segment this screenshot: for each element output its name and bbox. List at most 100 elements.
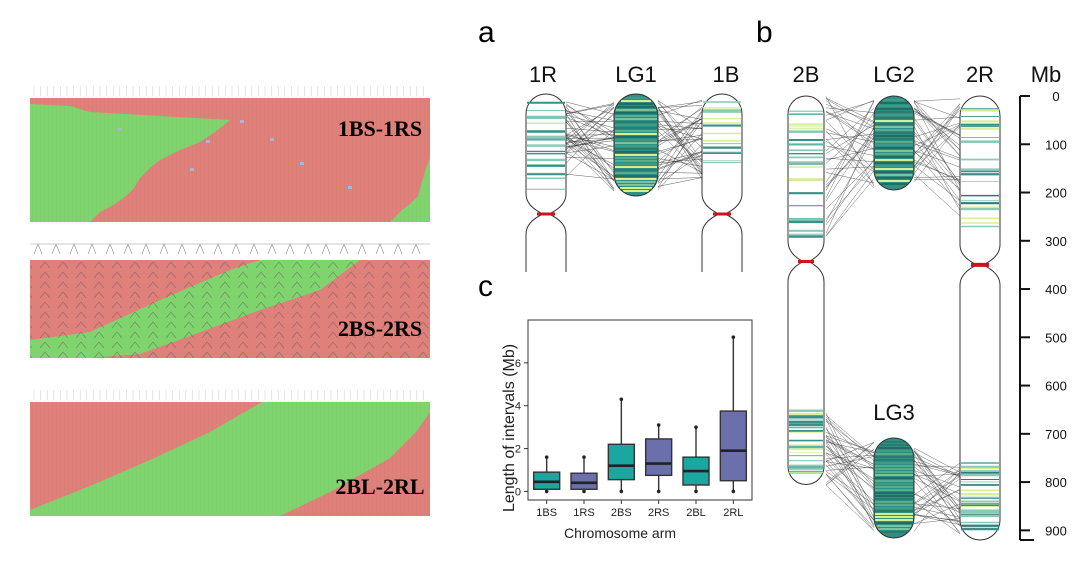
panel-a-link [657,108,703,138]
panel-b-link [825,111,875,144]
panel-b-link [913,173,961,217]
mb-axis-tick-label: 100 [1045,137,1067,152]
panel-b-link [913,473,961,495]
panel-1-dot [348,186,352,189]
boxplot-box [570,472,598,490]
panel-a-link [657,128,703,130]
panel-1-dot [300,162,304,165]
chrom-1R [525,93,567,272]
panel-b-link [825,134,875,188]
boxplot-whisker-cap [694,425,698,429]
panel-b-link [825,440,875,467]
panel-b-link [913,111,961,136]
panel-a-link [657,172,703,174]
chrom-label-LG3: LG3 [873,400,915,425]
panel-b-link [913,99,961,151]
panel-b-link [913,456,961,478]
panel-b-link [825,474,875,510]
panel-a-link [657,154,703,184]
panel-b-link [913,165,961,201]
boxplot-whisker-cap [731,489,736,494]
boxplot-whisker-cap [582,489,586,494]
panel-b-link [825,442,875,462]
boxplot-whisker-cap [656,489,661,494]
panel-a-link [657,125,703,140]
mb-axis-tick-label: 300 [1045,234,1067,249]
panel-b-link [913,452,961,477]
panel-b-link [825,170,875,236]
panel-b-link [825,132,875,142]
panel-2-header-tick [393,243,403,255]
left-panel-3-label: 2BL-2RL [335,474,424,499]
panel-b-link [913,450,961,520]
panel-b-link [825,456,875,467]
panel-2-header-tick [123,243,133,255]
panel3-fill [30,390,430,516]
panel-a-link [565,136,615,181]
panel-b-link [825,452,875,489]
panel-a-link [565,139,615,165]
panel-b-link [825,440,875,521]
panel-b-link [825,110,875,141]
boxplot-xtick-label: 1BS [536,507,557,519]
panel-b-link [913,107,961,175]
panel-b-link [825,133,875,140]
panel-a-link [565,104,615,133]
panel-1-dot [190,168,194,171]
panel-a-link [657,105,703,108]
panel-b-link [825,138,875,189]
panel-a-link [565,114,615,129]
boxplot-ylabel: Length of intervals (Mb) [501,344,518,512]
panel-b-link [913,124,961,146]
mb-axis-tick-label: 500 [1045,330,1067,345]
panel-b-link [913,101,961,191]
panel-b-link [825,417,875,462]
panel-b-link [825,460,875,521]
panel-b-link [913,126,961,169]
panel-b-link [825,454,875,510]
boxplot-whisker-cap [582,455,586,459]
panel-a-link [657,100,703,161]
panel-2-header-tick [375,243,385,255]
panel-2-header-tick [357,243,367,255]
panel-a-link [657,110,703,120]
boxplot-ytick-label: 6 [515,358,521,370]
panel-b-link [913,469,961,504]
left-panel-1-label: 1BS-1RS [338,116,422,141]
panel-a-link [657,133,703,182]
panel-1-grain [30,98,430,222]
panel-b-link [825,448,875,480]
panel-b-link [825,100,875,116]
panel-a-link [657,155,703,166]
boxplot-xtick-label: 2RL [723,507,743,519]
panel-b-link [825,126,875,234]
chrom-label-2B: 2B [793,62,820,87]
panel-1-dot [240,120,244,123]
mb-axis-tick-label: 0 [1052,89,1059,104]
panel-b-link [825,159,875,226]
panel-2-header-tick [105,243,115,255]
chrom-2R [959,95,1001,541]
panel-a-link [565,136,615,149]
panel-b-link [913,471,961,532]
panel-b-link [913,460,961,511]
boxplot-ytick-label: 4 [515,401,521,413]
panel-a-link [565,121,615,189]
panel-a-link [565,136,615,190]
panel-b-link [913,133,961,192]
panel-b-link [913,121,961,184]
panel-a-link [657,100,703,129]
panel-b-link [825,437,875,465]
panel-2-header-tick [51,243,61,255]
chrom-1R-outline [525,93,567,272]
panel-a-link [565,112,615,164]
mb-axis-tick-label: 700 [1045,427,1067,442]
mb-axis-ticks: 0 100 200 300 400 500 600 700 800 900 [1019,89,1067,541]
panel-2-header-tick [159,243,169,255]
left-panel-2-label: 2BS-2RS [338,316,422,341]
chrom-LG2 [873,95,915,191]
panel-b-link [825,121,875,164]
panel-2-header-tick [177,243,187,255]
boxplot-box [719,410,748,482]
